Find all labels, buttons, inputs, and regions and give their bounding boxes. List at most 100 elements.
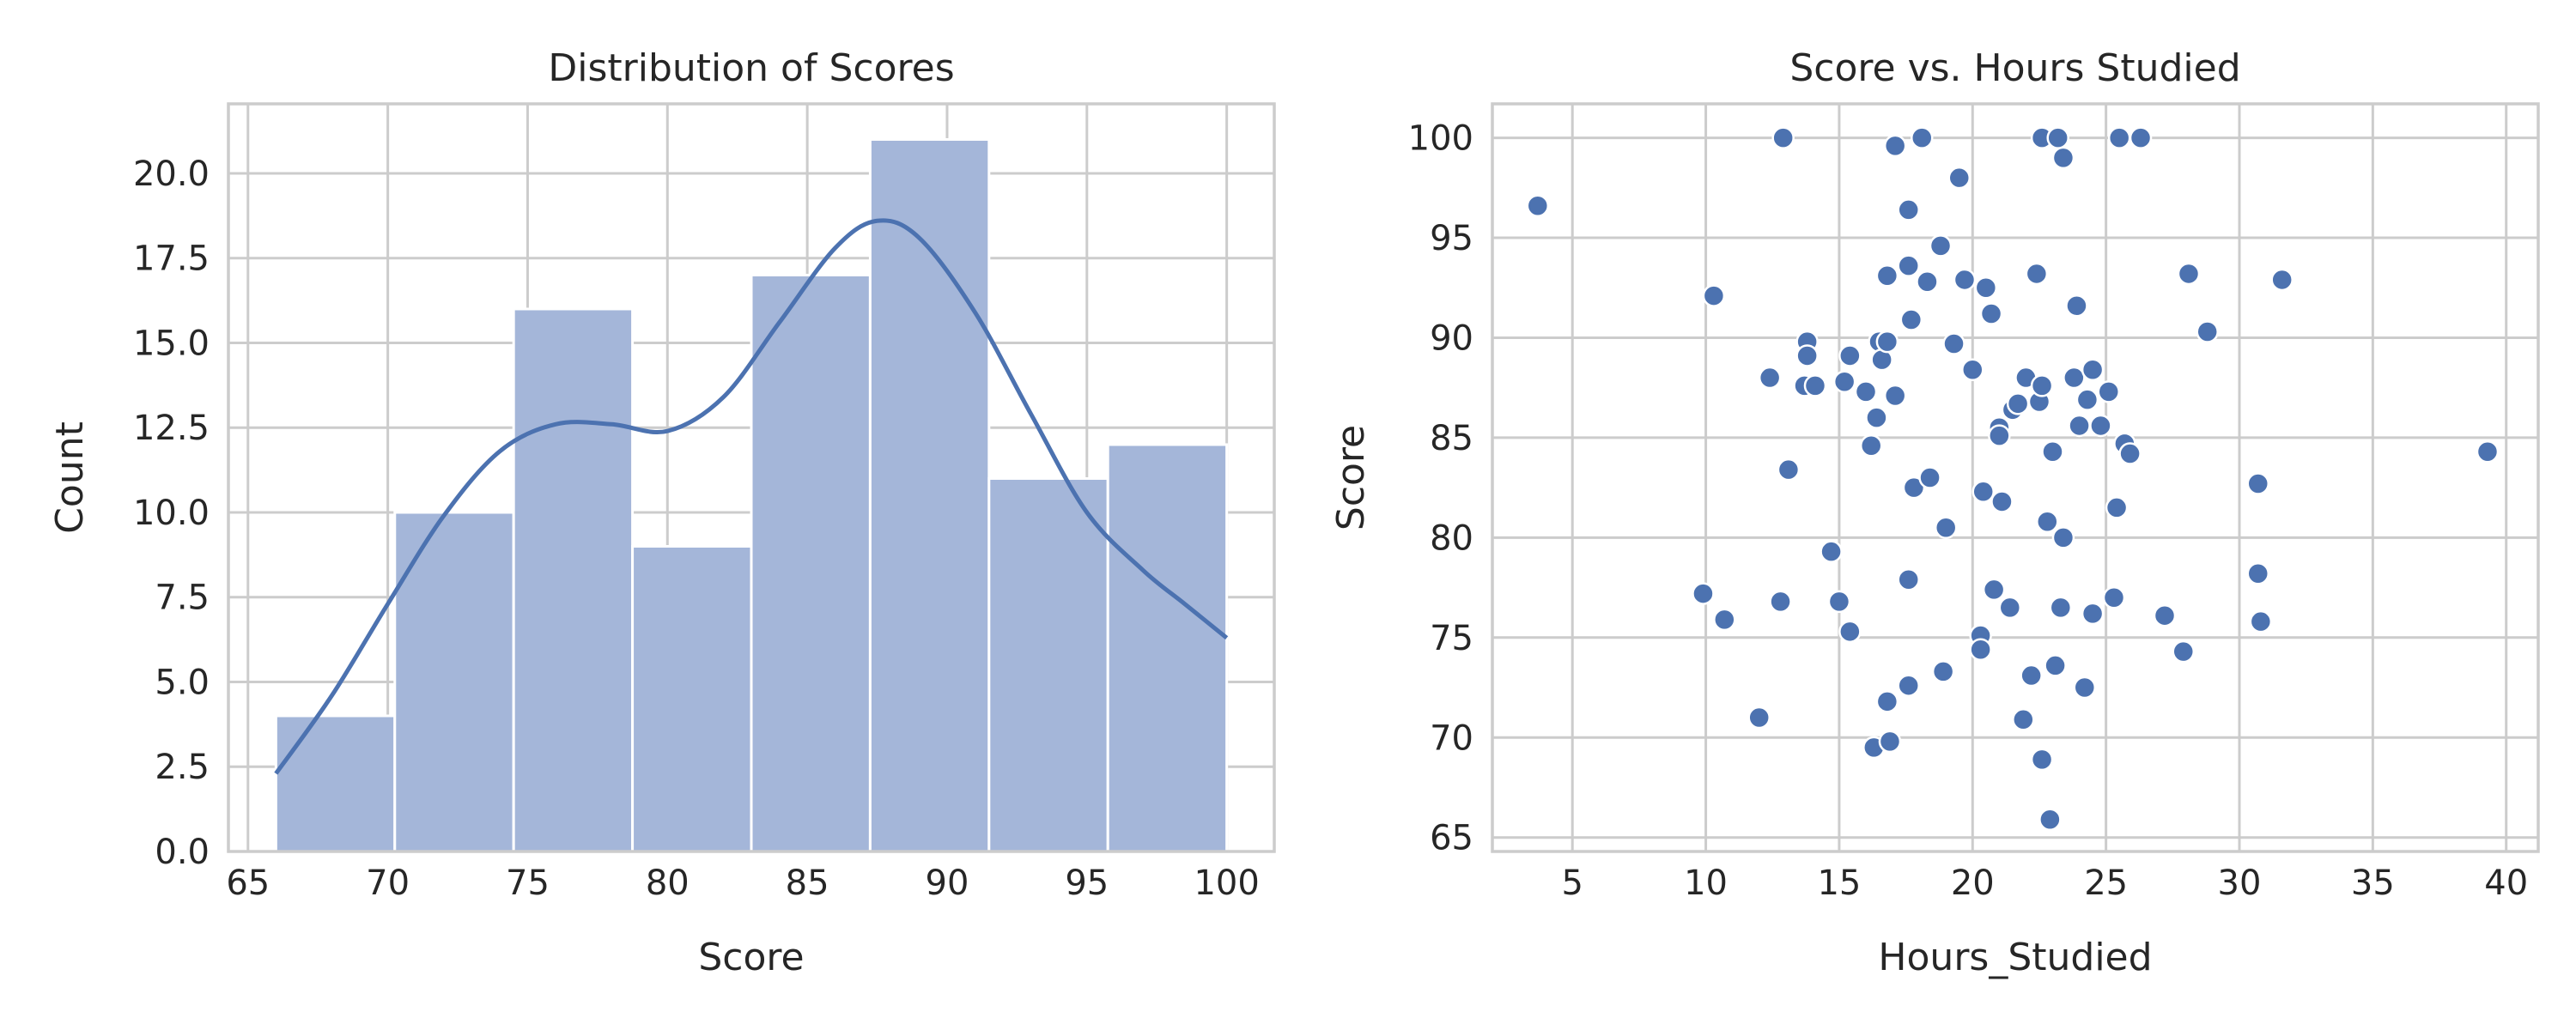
scatter-y-tick-label: 75	[1430, 619, 1473, 658]
scatter-point	[1875, 330, 1899, 354]
scatter-point	[2102, 585, 2126, 609]
histogram-bar	[868, 137, 991, 853]
scatter-point	[2196, 320, 2219, 343]
scatter-point	[2020, 663, 2043, 688]
scatter-frame	[1491, 102, 2540, 853]
scatter-point	[1916, 270, 1939, 294]
histogram-x-tick-label: 90	[926, 863, 969, 903]
scatter-point	[2105, 496, 2129, 519]
scatter-point	[2012, 708, 2035, 731]
histogram-x-tick-label: 70	[366, 863, 410, 903]
scatter-point	[1961, 358, 1984, 381]
histogram-bar	[512, 307, 635, 853]
scatter-point	[1897, 198, 1920, 221]
scatter-point	[2044, 654, 2067, 677]
histogram-y-axis-label: Count	[48, 421, 92, 534]
histogram-x-axis-label: Score	[698, 936, 804, 979]
histogram-bar	[393, 511, 515, 853]
scatter-point	[1883, 134, 1907, 158]
scatter-y-tick-labels: 65 70 75 80 85 90 95 100	[1408, 119, 1473, 858]
scatter-point	[1990, 490, 2014, 513]
histogram-x-tick-label: 65	[226, 863, 270, 903]
histogram-y-tick-label: 5.0	[155, 663, 210, 702]
scatter-point	[2153, 603, 2177, 627]
scatter-point	[1758, 366, 1782, 390]
scatter-point	[1803, 374, 1827, 397]
kde-curve	[274, 218, 1229, 775]
scatter-y-tick-label: 100	[1408, 119, 1473, 159]
histogram-y-tick-labels: 0.0 2.5 5.0 7.5 10.0 12.5 15.0 17.5 20.0	[133, 154, 210, 872]
scatter-point	[1838, 344, 1862, 367]
scatter-point	[2177, 262, 2201, 286]
scatter-y-tick-label: 95	[1430, 219, 1473, 258]
scatter-point	[2118, 442, 2142, 465]
scatter-point	[1777, 457, 1801, 482]
scatter-x-tick-label: 15	[1817, 863, 1861, 903]
histogram-x-tick-label: 100	[1194, 863, 1259, 903]
scatter-point	[2030, 374, 2054, 397]
scatter-x-tick-label: 25	[2084, 863, 2128, 903]
scatter-title: Score vs. Hours Studied	[1789, 46, 2240, 90]
scatter-grid	[1492, 104, 2538, 851]
scatter-point	[1953, 268, 1977, 292]
histogram-x-tick-label: 85	[786, 863, 829, 903]
scatter-point	[1859, 433, 1883, 457]
histogram-y-tick-label: 7.5	[155, 579, 210, 618]
scatter-point	[1878, 730, 1902, 754]
scatter-point	[2107, 126, 2131, 149]
scatter-point	[1979, 302, 2003, 325]
histogram-bars	[274, 137, 1229, 853]
scatter-point	[1854, 380, 1878, 403]
scatter-y-tick-label: 70	[1430, 718, 1473, 758]
histogram-y-tick-label: 20.0	[133, 154, 210, 194]
histogram-bar	[750, 273, 872, 853]
histogram-y-tick-label: 2.5	[155, 748, 210, 787]
scatter-point	[1897, 254, 1920, 277]
scatter-point	[1902, 476, 1926, 500]
scatter-point	[2046, 126, 2069, 149]
scatter-point	[1526, 194, 1550, 218]
scatter-point	[1911, 126, 1934, 149]
scatter-point	[1974, 276, 1998, 300]
scatter-point	[1998, 596, 2022, 620]
scatter-point	[2041, 439, 2064, 464]
scatter-point	[2065, 294, 2088, 318]
scatter-point	[2025, 262, 2049, 286]
scatter-point	[2129, 126, 2153, 149]
scatter-point	[1769, 590, 1792, 614]
scatter-point	[1702, 284, 1726, 307]
scatter-y-tick-label: 65	[1430, 819, 1473, 858]
scatter-point	[1899, 308, 1923, 331]
histogram-chart: 65 70 75 80 85 90 95 100 0.0 2.5 5.0 7.5 10.0 12.5 15…	[48, 46, 1276, 979]
scatter-point	[1692, 582, 1715, 605]
histogram-title: Distribution of Scores	[548, 46, 954, 90]
scatter-point	[1771, 126, 1795, 149]
scatter-point	[1875, 264, 1899, 288]
scatter-point	[1897, 568, 1920, 591]
scatter-point	[1918, 466, 1941, 489]
histogram-x-tick-labels: 65 70 75 80 85 90 95 100	[226, 863, 1259, 903]
histogram-y-tick-label: 17.5	[133, 239, 210, 279]
scatter-point	[2476, 439, 2500, 464]
scatter-x-tick-label: 40	[2484, 863, 2528, 903]
scatter-point	[2068, 414, 2091, 438]
scatter-point	[2270, 268, 2293, 292]
scatter-point	[1713, 608, 1736, 632]
scatter-point	[2036, 510, 2059, 533]
scatter-point	[2051, 526, 2075, 549]
scatter-point	[1969, 638, 1992, 662]
histogram-y-tick-label: 12.5	[133, 409, 210, 448]
scatter-y-axis-label: Score	[1329, 425, 1373, 530]
scatter-point	[1865, 406, 1888, 429]
histogram-x-tick-label: 80	[646, 863, 690, 903]
histogram-bar	[1106, 443, 1229, 853]
histogram-bar	[631, 544, 753, 853]
scatter-x-tick-label: 20	[1951, 863, 1995, 903]
scatter-point	[2081, 602, 2105, 626]
scatter-point	[2038, 808, 2062, 831]
scatter-point	[1820, 540, 1843, 563]
scatter-point	[1942, 332, 1965, 355]
scatter-point	[2081, 358, 2105, 381]
scatter-x-tick-label: 35	[2351, 863, 2395, 903]
scatter-point	[1875, 690, 1899, 713]
